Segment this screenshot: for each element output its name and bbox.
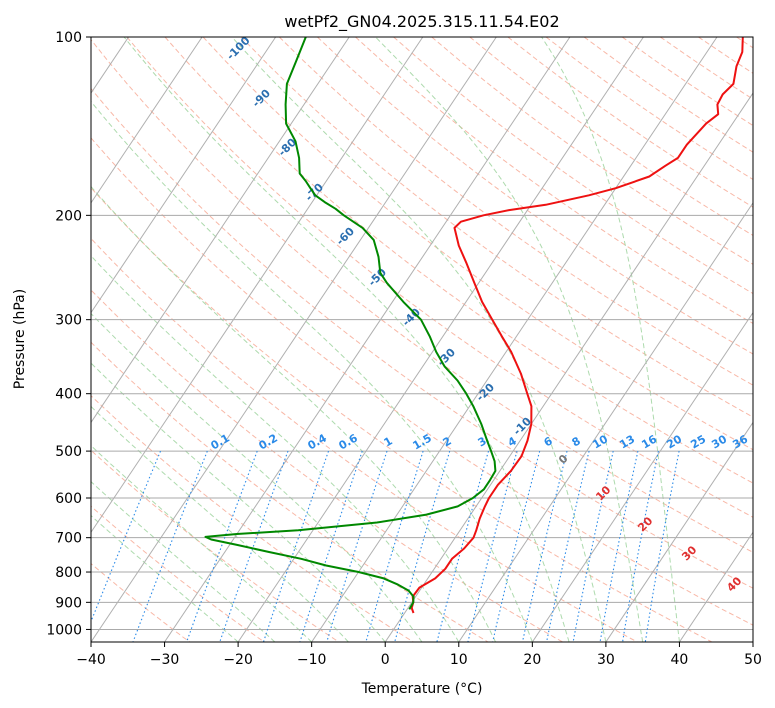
- isotherm-line: [91, 37, 424, 534]
- dry-adiabat: [91, 187, 713, 642]
- moist-adiabat: [541, 37, 680, 642]
- isotherm-line: [311, 37, 718, 642]
- mixing-ratio-line: [132, 450, 208, 642]
- dry-adiabat: [240, 37, 753, 418]
- mixing-ratio-line: [599, 450, 639, 642]
- moist-adiabat: [91, 514, 239, 642]
- x-tick-label: 50: [744, 652, 762, 668]
- dry-adiabat: [91, 137, 753, 626]
- mixing-ratio-line: [644, 450, 680, 642]
- mixing-ratio-line: [262, 450, 330, 642]
- isotherm-line: [164, 37, 571, 642]
- plot-background: [91, 37, 753, 642]
- moist-adiabat: [91, 255, 460, 642]
- mixing-ratio-line: [394, 450, 451, 642]
- isotherm-line: [91, 37, 203, 204]
- dry-adiabat: [91, 289, 563, 642]
- isotherm-line: [679, 531, 753, 642]
- y-tick-label: 900: [55, 595, 82, 611]
- dewpoint-line: [204, 37, 497, 610]
- y-axis-title: Pressure (hPa): [12, 289, 28, 389]
- dry-adiabat: [164, 37, 753, 484]
- isotherm-line: [384, 92, 753, 642]
- mixing-ratio-line: [365, 450, 424, 642]
- x-tick-label: −10: [297, 652, 327, 668]
- isotherm-line: [458, 201, 753, 642]
- moist-adiabat: [91, 481, 276, 642]
- dry-adiabat: [355, 37, 753, 325]
- moist-adiabat: [91, 444, 313, 642]
- x-tick-label: 40: [671, 652, 689, 668]
- x-tick-label: −20: [223, 652, 253, 668]
- background-lines: [91, 37, 753, 642]
- y-tick-label: 600: [55, 491, 82, 507]
- y-tick-label: 100: [55, 30, 82, 46]
- isotherm-line: [91, 37, 350, 424]
- sounding-traces: [204, 37, 744, 614]
- isotherm-line: [237, 37, 644, 642]
- moist-adiabat: [91, 100, 533, 642]
- dry-adiabat: [91, 505, 265, 642]
- x-tick-label: −30: [150, 652, 180, 668]
- mixing-ratio-line: [467, 450, 518, 642]
- moist-adiabat: [91, 362, 386, 642]
- x-tick-label: 20: [523, 652, 541, 668]
- x-tick-label: −40: [76, 652, 106, 668]
- axes: −40 −30 −20 −10 0 10 20 30 40 50 100 200 300 400 500 60…: [46, 30, 762, 668]
- isotherm-line: [752, 641, 753, 642]
- x-axis-title: Temperature (°C): [361, 681, 483, 697]
- mixing-ratio-line: [299, 450, 363, 642]
- mixing-ratio-line: [492, 450, 541, 642]
- isotherm-line: [91, 37, 277, 314]
- dry-adiabat: [91, 341, 489, 642]
- dry-adiabat: [91, 237, 638, 642]
- chart-title: wetPf2_GN04.2025.315.11.54.E02: [284, 12, 559, 32]
- mixing-ratio-line: [521, 450, 568, 642]
- dry-adiabat: [91, 562, 191, 642]
- mixing-ratio-line: [546, 450, 590, 642]
- isotherm-line: [605, 421, 753, 642]
- isotherm-line: [531, 311, 753, 642]
- isotherm-line: [91, 37, 497, 642]
- moist-adiabat: [91, 405, 349, 642]
- moist-adiabat: [231, 37, 607, 642]
- dry-adiabat: [126, 37, 753, 518]
- plot-frame: [90, 36, 754, 643]
- dry-adiabat: [393, 37, 753, 295]
- x-tick-label: 30: [597, 652, 615, 668]
- dry-adiabat: [91, 395, 414, 642]
- dry-adiabat: [202, 37, 753, 451]
- mixing-ratio-line: [572, 450, 614, 642]
- x-tick-label: 10: [450, 652, 468, 668]
- mixing-ratio-line: [91, 450, 162, 624]
- y-tick-label: 300: [55, 313, 82, 329]
- y-tick-label: 700: [55, 531, 82, 547]
- x-tick-label: 0: [381, 652, 390, 668]
- mixing-ratio-line: [186, 450, 258, 642]
- moist-adiabat: [91, 185, 497, 642]
- dry-adiabat: [91, 87, 753, 589]
- plot-area: [91, 37, 753, 642]
- y-tick-label: 1000: [46, 622, 82, 638]
- mixing-ratio-line: [622, 450, 659, 642]
- y-tick-label: 200: [55, 208, 82, 224]
- temperature-line: [410, 37, 744, 614]
- y-tick-label: 500: [55, 444, 82, 460]
- y-tick-label: 800: [55, 565, 82, 581]
- y-tick-label: 400: [55, 387, 82, 403]
- moist-adiabat: [123, 37, 570, 642]
- moist-adiabat: [375, 37, 644, 642]
- moist-adiabat: [91, 312, 423, 642]
